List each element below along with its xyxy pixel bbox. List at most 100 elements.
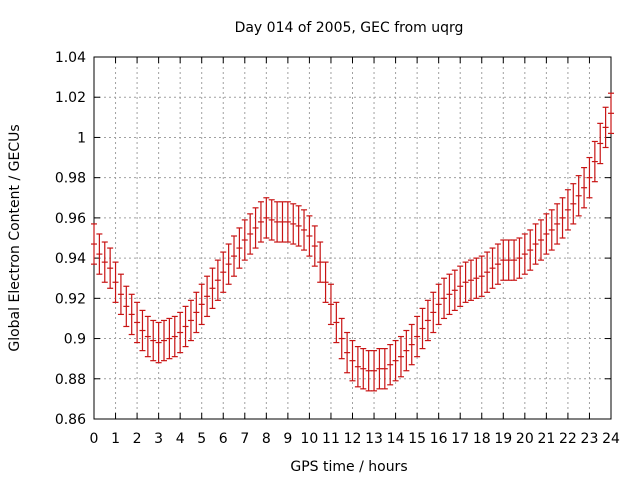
error-bar-point [112,261,119,303]
error-bar-point [295,205,302,247]
tick-marks [93,56,612,420]
x-tick-label: 6 [219,431,228,447]
x-tick-label: 19 [494,431,512,447]
error-bar-point [209,267,216,309]
x-tick-label: 24 [602,431,620,447]
error-bar-point [247,213,254,255]
error-bar-point [381,348,388,390]
x-tick-label: 12 [344,431,362,447]
error-bar-point [564,189,571,231]
error-bar-point [322,261,329,303]
error-bar-point [602,106,609,149]
error-bar-point [231,235,238,277]
error-bar-point [139,309,146,352]
x-tick-label: 5 [197,431,206,447]
error-bar-point [117,273,124,316]
error-bar-point [473,257,480,299]
error-bar-point [467,259,474,301]
error-bar-point [263,197,270,239]
error-bar-point [408,323,415,366]
x-tick-label: 1 [111,431,120,447]
error-bar-point [430,291,437,334]
error-bar-point [414,315,421,358]
error-bar-point [187,299,194,342]
x-tick-label: 0 [90,431,99,447]
error-bar-point [554,203,561,245]
error-bar-point [424,299,431,342]
error-bar-point [376,348,383,390]
error-bar-point [155,321,162,364]
error-bar-point [586,156,593,199]
x-tick-label: 23 [581,431,599,447]
error-bar-point [403,329,410,372]
error-bar-point [511,239,518,281]
x-tick-label: 3 [154,431,163,447]
error-bar-point [462,261,469,303]
x-tick-label: 22 [559,431,577,447]
error-bar-series [91,92,614,392]
error-bar-point [537,219,544,261]
error-bar-point [171,315,178,358]
x-tick-label: 13 [365,431,383,447]
error-bar-point [575,175,582,217]
error-bar-point [193,291,200,334]
x-tick-label: 15 [408,431,426,447]
x-tick-labels: 0 1 2 3 4 5 6 7 8 9 10 11 12 13 14 15 16 17 18 19 20 21 22 23 24 [90,431,620,447]
y-tick-label: 1.04 [55,50,86,66]
error-bar-point [161,319,168,362]
x-tick-label: 18 [473,431,491,447]
error-bar-point [591,140,598,183]
error-bar-point [182,305,189,348]
error-bar-point [257,201,264,243]
error-bar-point [220,251,227,293]
error-bar-point [123,285,130,328]
x-tick-label: 10 [301,431,319,447]
x-tick-label: 9 [283,431,292,447]
error-bar-point [134,301,141,344]
error-bar-point [570,183,577,225]
x-axis-label: GPS time / hours [290,459,407,475]
error-bar-point [252,207,259,249]
error-bar-point [333,301,340,344]
error-bar-point [419,307,426,350]
error-bar-point [597,122,604,165]
error-bar-point [166,317,173,360]
error-bar-point [559,197,566,239]
error-bar-point [371,350,378,392]
x-tick-label: 20 [516,431,534,447]
x-tick-label: 21 [537,431,555,447]
y-tick-label: 0.92 [55,291,86,307]
error-bar-point [284,201,291,243]
y-tick-label: 1 [77,130,86,146]
error-bar-point [489,247,496,289]
error-bar-point [446,273,453,316]
error-bar-point [274,201,281,243]
error-bar-point [387,343,394,386]
x-tick-label: 4 [176,431,185,447]
error-bar-point [96,233,103,275]
chart-title: Day 014 of 2005, GEC from uqrg [235,20,464,36]
error-bar-point [365,350,372,392]
error-bar-point [457,265,464,307]
error-bar-point [91,223,97,265]
y-tick-label: 0.86 [55,412,86,428]
error-bar-point [521,233,528,275]
error-bar-point [344,331,351,374]
x-tick-label: 17 [451,431,469,447]
error-bar-point [225,243,232,285]
error-bar-point [392,339,399,382]
x-tick-label: 8 [262,431,271,447]
error-bar-point [290,203,297,245]
x-tick-label: 2 [133,431,142,447]
y-tick-label: 0.94 [55,251,86,267]
error-bar-point [306,215,313,257]
y-tick-label: 0.88 [55,372,86,388]
error-bar-point [128,293,135,336]
error-bar-point [349,339,356,382]
x-tick-label: 11 [322,431,340,447]
error-bar-point [532,223,539,265]
error-bar-point [241,219,248,261]
error-bar-point [505,239,512,281]
error-bar-point [581,167,588,209]
